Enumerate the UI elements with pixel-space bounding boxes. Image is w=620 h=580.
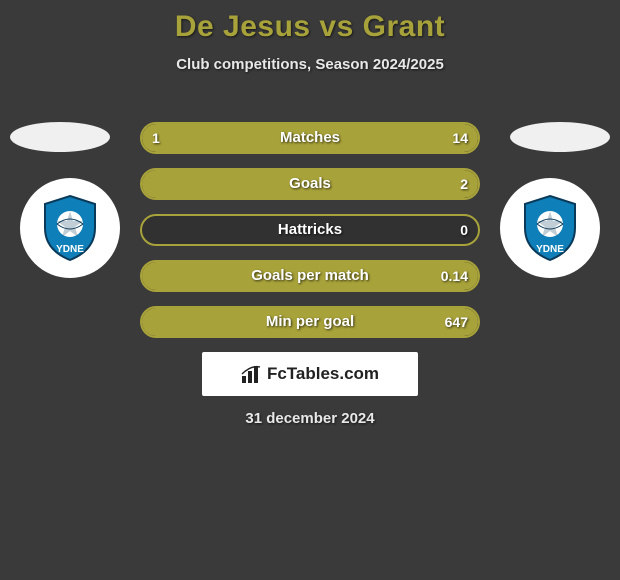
date-label: 31 december 2024: [0, 410, 620, 427]
subtitle: Club competitions, Season 2024/2025: [0, 56, 620, 73]
stat-row-mpg: Min per goal 647: [140, 306, 480, 338]
shield-icon: YDNE: [521, 194, 579, 262]
stat-value-right: 0.14: [441, 262, 468, 290]
stat-value-right: 647: [445, 308, 468, 336]
comparison-card: De Jesus vs Grant Club competitions, Sea…: [0, 0, 620, 580]
brand-text: FcTables.com: [267, 364, 379, 384]
stat-row-gpm: Goals per match 0.14: [140, 260, 480, 292]
club-badge-left: YDNE: [20, 178, 120, 278]
bars-icon: [241, 364, 263, 384]
avatar-right: [510, 122, 610, 152]
stat-label: Goals per match: [142, 262, 478, 290]
stat-label: Goals: [142, 170, 478, 198]
stat-value-right: 14: [452, 124, 468, 152]
page-title: De Jesus vs Grant: [0, 0, 620, 44]
shield-icon: YDNE: [41, 194, 99, 262]
avatar-left: [10, 122, 110, 152]
brand-box: FcTables.com: [202, 352, 418, 396]
club-badge-right: YDNE: [500, 178, 600, 278]
svg-text:YDNE: YDNE: [56, 244, 84, 255]
stat-row-matches: 1 Matches 14: [140, 122, 480, 154]
stat-label: Min per goal: [142, 308, 478, 336]
stat-label: Matches: [142, 124, 478, 152]
stat-value-right: 0: [460, 216, 468, 244]
stat-label: Hattricks: [142, 216, 478, 244]
stat-row-hattricks: Hattricks 0: [140, 214, 480, 246]
svg-text:YDNE: YDNE: [536, 244, 564, 255]
stat-bars: 1 Matches 14 Goals 2 Hattricks 0 Goals p…: [140, 122, 480, 352]
stat-value-right: 2: [460, 170, 468, 198]
stat-row-goals: Goals 2: [140, 168, 480, 200]
